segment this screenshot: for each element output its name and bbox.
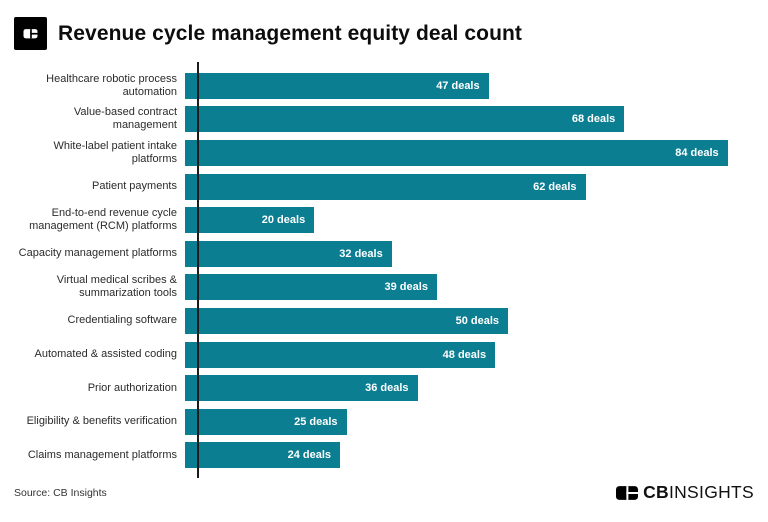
brand-cb: CB	[643, 482, 669, 502]
brand-wordmark: CBINSIGHTS	[643, 482, 754, 503]
bar-chart: Healthcare robotic process automation 47…	[0, 62, 768, 478]
bar: 36 deals	[185, 375, 418, 402]
bar-chart-rows: Healthcare robotic process automation 47…	[0, 69, 754, 472]
bar-value-label: 84 deals	[675, 146, 719, 159]
category-label: Prior authorization	[87, 381, 177, 394]
y-axis-line	[197, 62, 199, 478]
bar-area: 39 deals	[185, 274, 754, 301]
bar-area: 32 deals	[185, 240, 754, 267]
category-label: Virtual medical scribes & summarization …	[56, 274, 177, 300]
bar: 50 deals	[185, 307, 508, 334]
category-label: Claims management platforms	[27, 448, 177, 461]
cb-insights-footer-logo: CBINSIGHTS	[616, 482, 754, 503]
bar: 25 deals	[185, 408, 347, 435]
bar: 48 deals	[185, 341, 496, 368]
cb-insights-logomark-icon	[23, 29, 38, 39]
bar-area: 48 deals	[185, 341, 754, 368]
category-label: Eligibility & benefits verification	[26, 415, 177, 428]
bar-area: 84 deals	[185, 139, 754, 166]
chart-row: Automated & assisted coding 48 deals	[0, 338, 754, 372]
brand-insights: INSIGHTS	[668, 482, 754, 502]
category-label: Value-based contract management	[73, 106, 177, 132]
bar: 84 deals	[185, 139, 728, 166]
bar-value-label: 24 deals	[287, 449, 332, 462]
bar-value-label: 32 deals	[339, 247, 383, 260]
category-label: Healthcare robotic process automation	[46, 72, 177, 98]
bar: 68 deals	[185, 106, 625, 133]
bar-area: 20 deals	[185, 207, 754, 234]
category-label: Patient payments	[92, 180, 177, 193]
chart-row: Value-based contract management 68 deals	[0, 103, 754, 137]
bar-value-label: 39 deals	[384, 281, 428, 294]
category-label: Automated & assisted coding	[34, 348, 177, 361]
bar-area: 47 deals	[185, 72, 754, 99]
chart-row: Capacity management platforms 32 deals	[0, 237, 754, 271]
bar-value-label: 47 deals	[436, 79, 480, 92]
bar-area: 24 deals	[185, 442, 754, 469]
bar-area: 36 deals	[185, 375, 754, 402]
bar: 39 deals	[185, 274, 437, 301]
category-label: Credentialing software	[67, 314, 177, 327]
bar-area: 68 deals	[185, 106, 754, 133]
chart-row: Healthcare robotic process automation 47…	[0, 69, 754, 103]
bar: 20 deals	[185, 207, 315, 234]
chart-row: Credentialing software 50 deals	[0, 304, 754, 338]
bar-value-label: 25 deals	[294, 415, 338, 428]
chart-row: Prior authorization 36 deals	[0, 371, 754, 405]
chart-row: Virtual medical scribes & summarization …	[0, 271, 754, 305]
category-label: Capacity management platforms	[18, 247, 177, 260]
bar-value-label: 20 deals	[261, 214, 306, 227]
bar-value-label: 36 deals	[365, 382, 409, 395]
header: Revenue cycle management equity deal cou…	[0, 0, 768, 62]
bar-value-label: 48 deals	[442, 348, 487, 361]
source-text: Source: CB Insights	[14, 486, 107, 499]
bar-area: 25 deals	[185, 408, 754, 435]
bar: 32 deals	[185, 240, 392, 267]
category-label: White-label patient intake platforms	[53, 139, 177, 165]
chart-row: Eligibility & benefits verification 25 d…	[0, 405, 754, 439]
cb-insights-logomark-icon	[616, 485, 639, 500]
bar: 24 deals	[185, 442, 341, 469]
chart-row: White-label patient intake platforms 84 …	[0, 136, 754, 170]
chart-row: Claims management platforms 24 deals	[0, 439, 754, 473]
category-label: End-to-end revenue cycle management (RCM…	[29, 207, 177, 233]
bar-area: 50 deals	[185, 307, 754, 334]
bar-value-label: 62 deals	[533, 180, 577, 193]
footer: Source: CB Insights CBINSIGHTS	[0, 478, 768, 503]
chart-row: End-to-end revenue cycle management (RCM…	[0, 203, 754, 237]
cb-insights-logo-icon	[14, 17, 47, 50]
bar: 47 deals	[185, 72, 489, 99]
chart-row: Patient payments 62 deals	[0, 170, 754, 204]
page-title: Revenue cycle management equity deal cou…	[58, 21, 523, 45]
bar-value-label: 50 deals	[455, 314, 499, 327]
bar-area: 62 deals	[185, 173, 754, 200]
bar: 62 deals	[185, 173, 586, 200]
bar-value-label: 68 deals	[571, 113, 616, 126]
